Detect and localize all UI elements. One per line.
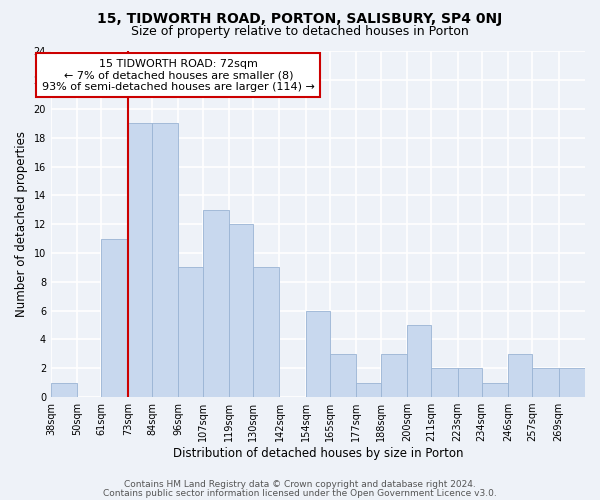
Bar xyxy=(380,354,407,397)
X-axis label: Distribution of detached houses by size in Porton: Distribution of detached houses by size … xyxy=(173,447,463,460)
Bar xyxy=(178,268,203,397)
Bar xyxy=(101,238,128,397)
Bar xyxy=(431,368,458,397)
Bar xyxy=(559,368,585,397)
Bar xyxy=(482,382,508,397)
Bar xyxy=(458,368,482,397)
Bar xyxy=(51,382,77,397)
Bar xyxy=(128,124,152,397)
Text: 15 TIDWORTH ROAD: 72sqm
← 7% of detached houses are smaller (8)
93% of semi-deta: 15 TIDWORTH ROAD: 72sqm ← 7% of detached… xyxy=(42,58,315,92)
Text: Contains public sector information licensed under the Open Government Licence v3: Contains public sector information licen… xyxy=(103,488,497,498)
Bar xyxy=(356,382,380,397)
Bar xyxy=(253,268,280,397)
Bar xyxy=(532,368,559,397)
Bar xyxy=(203,210,229,397)
Bar xyxy=(152,124,178,397)
Bar xyxy=(508,354,532,397)
Text: 15, TIDWORTH ROAD, PORTON, SALISBURY, SP4 0NJ: 15, TIDWORTH ROAD, PORTON, SALISBURY, SP… xyxy=(97,12,503,26)
Bar xyxy=(407,325,431,397)
Bar xyxy=(306,310,330,397)
Bar xyxy=(229,224,253,397)
Y-axis label: Number of detached properties: Number of detached properties xyxy=(15,132,28,318)
Bar xyxy=(330,354,356,397)
Text: Size of property relative to detached houses in Porton: Size of property relative to detached ho… xyxy=(131,25,469,38)
Text: Contains HM Land Registry data © Crown copyright and database right 2024.: Contains HM Land Registry data © Crown c… xyxy=(124,480,476,489)
